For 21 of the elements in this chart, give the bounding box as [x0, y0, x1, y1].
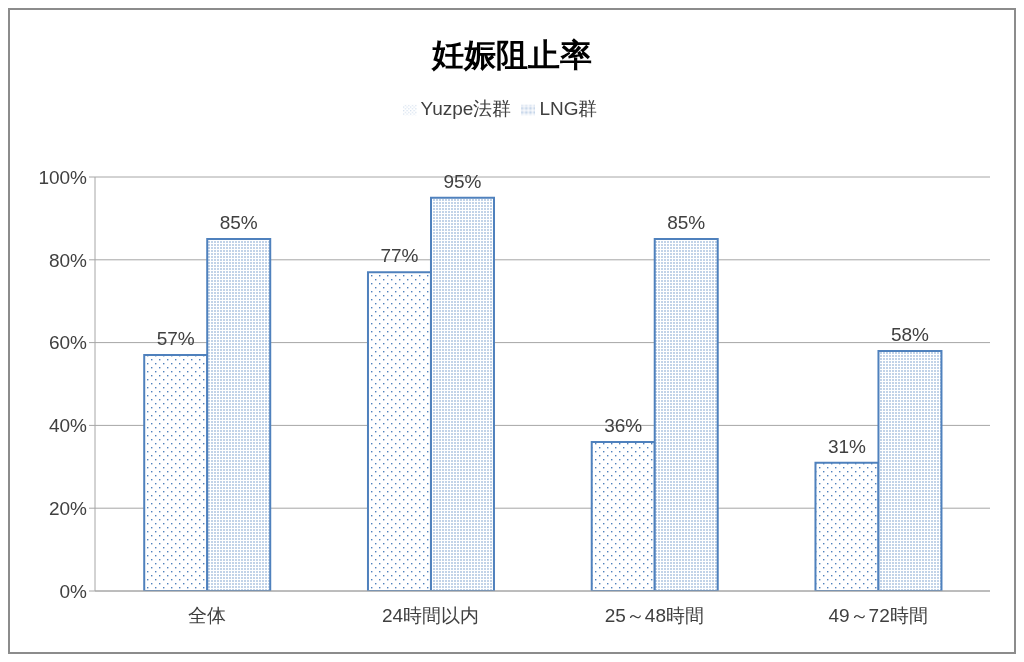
data-label: 85%	[667, 212, 706, 234]
data-label: 31%	[827, 435, 867, 457]
data-label: 77%	[380, 245, 419, 267]
y-tick-label: 20%	[48, 497, 88, 519]
legend-label: Yuzpe法群	[420, 98, 512, 119]
data-label: 85%	[219, 212, 258, 234]
x-tick-label: 24時間以内	[382, 605, 480, 627]
x-tick-label: 49～72時間	[828, 605, 928, 627]
y-tick-label: 60%	[48, 332, 88, 354]
data-label: 95%	[443, 170, 482, 192]
data-label: 57%	[156, 328, 195, 350]
data-label: 58%	[890, 323, 930, 345]
y-tick-label: 0%	[59, 580, 88, 602]
legend-label: LNG群	[539, 98, 598, 119]
y-tick-label: 100%	[38, 166, 88, 188]
chart-title: 妊娠阻止率	[432, 36, 592, 75]
y-tick-label: 40%	[48, 415, 88, 437]
data-label: 36%	[604, 414, 643, 436]
x-tick-label: 25～48時間	[604, 605, 705, 627]
x-tick-label: 全体	[187, 605, 226, 627]
y-tick-label: 80%	[48, 249, 88, 271]
